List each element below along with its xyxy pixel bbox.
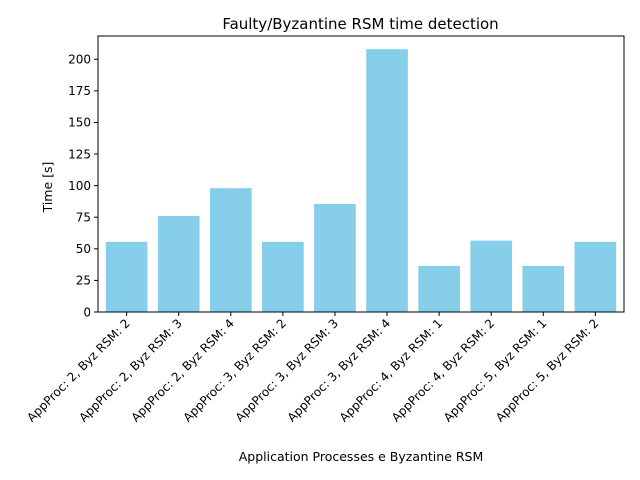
x-tick-label: AppProc: 2, Byz RSM: 4	[128, 316, 237, 425]
plot-frame	[97, 35, 625, 313]
x-tick-label: AppProc: 4, Byz RSM: 1	[337, 316, 446, 425]
bar-2	[157, 215, 200, 312]
y-tick-label: 200	[68, 53, 91, 67]
y-axis: 0 25 50 75 100 125 150 175 200	[68, 53, 98, 319]
bar-8	[470, 240, 513, 312]
x-tick-label: AppProc: 2, Byz RSM: 3	[76, 316, 185, 425]
bar-9	[522, 265, 565, 312]
bar-3	[209, 188, 252, 312]
bars-group	[105, 49, 617, 313]
x-tick-label: AppProc: 3, Byz RSM: 4	[285, 316, 394, 425]
x-tick-label: AppProc: 5, Byz RSM: 1	[441, 316, 550, 425]
x-tick-label: AppProc: 4, Byz RSM: 2	[389, 316, 498, 425]
chart-title: Faulty/Byzantine RSM time detection	[222, 15, 498, 33]
bar-5	[314, 203, 356, 312]
y-axis-label: Time [s]	[40, 162, 55, 214]
bar-7	[418, 265, 460, 312]
y-tick-label: 50	[76, 242, 91, 256]
y-tick-label: 125	[68, 147, 91, 161]
x-tick-label: AppProc: 5, Byz RSM: 2	[493, 316, 602, 425]
y-tick-label: 175	[68, 84, 91, 98]
x-tick-label: AppProc: 2, Byz RSM: 2	[24, 316, 133, 425]
y-tick-label: 75	[76, 211, 91, 225]
x-tick-label: AppProc: 3, Byz RSM: 3	[233, 316, 342, 425]
x-axis-label: Application Processes e Byzantine RSM	[239, 449, 484, 464]
bar-10	[574, 241, 617, 312]
bar-1	[105, 241, 148, 312]
y-tick-label: 0	[83, 305, 91, 319]
bar-4	[262, 241, 304, 312]
x-tick-label: AppProc: 3, Byz RSM: 2	[180, 316, 289, 425]
y-tick-label: 100	[68, 179, 91, 193]
bar-6	[366, 49, 408, 313]
y-tick-label: 150	[68, 116, 91, 130]
y-tick-label: 25	[76, 274, 91, 288]
